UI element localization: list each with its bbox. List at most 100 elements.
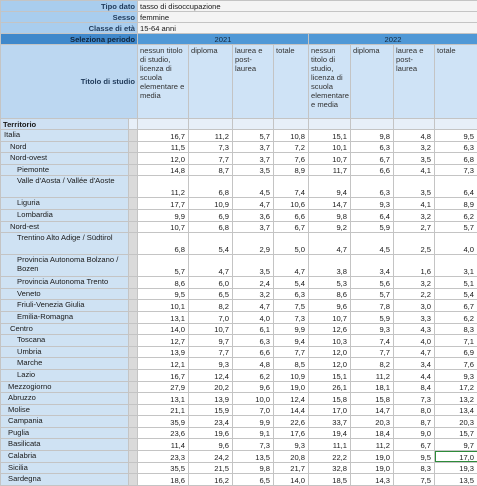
value-cell: 3,2 xyxy=(394,277,435,289)
value-cell: 10,6 xyxy=(274,198,309,210)
value-cell: 3,7 xyxy=(233,221,274,233)
value-cell: 3,7 xyxy=(233,141,274,153)
value-cell: 13,4 xyxy=(435,404,477,416)
value-cell: 8,3 xyxy=(435,323,477,335)
value-cell: 8,4 xyxy=(394,381,435,393)
value-cell: 16,7 xyxy=(138,130,189,142)
value-cell: 3,5 xyxy=(233,255,274,277)
value-cell: 6,7 xyxy=(351,153,394,165)
value-cell: 6,8 xyxy=(189,176,233,198)
territory-name: Trentino Alto Adige / Südtirol xyxy=(1,233,129,255)
value-cell: 10,7 xyxy=(138,221,189,233)
value-cell: 9,9 xyxy=(233,416,274,428)
value-cell: 2,4 xyxy=(233,277,274,289)
value-cell: 19,0 xyxy=(351,451,394,463)
spacer-cell xyxy=(129,164,138,176)
value-cell: 9,2 xyxy=(309,221,351,233)
value-cell: 20,2 xyxy=(189,381,233,393)
filter-value: 15-64 anni xyxy=(138,23,477,34)
value-cell: 3,2 xyxy=(394,209,435,221)
value-cell: 11,5 xyxy=(138,141,189,153)
value-cell: 6,9 xyxy=(189,209,233,221)
value-cell: 6,0 xyxy=(189,277,233,289)
value-cell: 5,4 xyxy=(189,233,233,255)
value-cell: 8,0 xyxy=(394,404,435,416)
value-cell: 9,3 xyxy=(189,358,233,370)
spacer-cell xyxy=(129,255,138,277)
value-cell: 4,7 xyxy=(233,198,274,210)
value-cell: 5,7 xyxy=(435,221,477,233)
blank-cell xyxy=(189,119,233,130)
territory-name: Piemonte xyxy=(1,164,129,176)
spacer-cell xyxy=(129,153,138,165)
value-cell: 5,4 xyxy=(435,288,477,300)
value-cell: 9,7 xyxy=(435,439,477,451)
value-cell: 7,3 xyxy=(189,141,233,153)
territory-label: Territorio xyxy=(1,119,129,130)
value-cell: 10,9 xyxy=(274,369,309,381)
blank-cell xyxy=(309,119,351,130)
value-cell: 7,2 xyxy=(274,141,309,153)
column-header: diploma xyxy=(351,45,394,119)
period-year: 2022 xyxy=(309,34,477,45)
value-cell: 6,3 xyxy=(233,335,274,347)
value-cell: 9,8 xyxy=(351,130,394,142)
territory-name: Centro xyxy=(1,323,129,335)
value-cell: 5,4 xyxy=(274,277,309,289)
value-cell: 2,9 xyxy=(233,233,274,255)
value-cell: 7,3 xyxy=(233,439,274,451)
value-cell: 6,2 xyxy=(233,369,274,381)
value-cell: 9,9 xyxy=(274,323,309,335)
blank-cell xyxy=(274,119,309,130)
spacer-cell xyxy=(129,427,138,439)
value-cell: 6,2 xyxy=(435,209,477,221)
value-cell: 2,5 xyxy=(394,233,435,255)
value-cell: 6,5 xyxy=(189,288,233,300)
value-cell: 35,5 xyxy=(138,462,189,474)
value-cell: 22,6 xyxy=(274,416,309,428)
territory-name: Sicilia xyxy=(1,462,129,474)
value-cell: 3,2 xyxy=(233,288,274,300)
value-cell: 17,2 xyxy=(435,381,477,393)
value-cell: 4,5 xyxy=(351,233,394,255)
column-group-label: Titolo di studio xyxy=(1,45,138,119)
value-cell: 9,5 xyxy=(394,451,435,463)
value-cell: 18,4 xyxy=(351,427,394,439)
filter-label: Classe di età xyxy=(1,23,138,34)
value-cell: 11,4 xyxy=(138,439,189,451)
value-cell: 6,6 xyxy=(351,164,394,176)
territory-name: Friuli-Venezia Giulia xyxy=(1,300,129,312)
spacer-cell xyxy=(129,221,138,233)
territory-name: Valle d'Aosta / Vallée d'Aoste xyxy=(1,176,129,198)
spacer-cell xyxy=(129,335,138,347)
value-cell: 11,2 xyxy=(138,176,189,198)
spacer-cell xyxy=(129,358,138,370)
spacer-cell xyxy=(129,300,138,312)
value-cell: 7,3 xyxy=(274,311,309,323)
territory-name: Marche xyxy=(1,358,129,370)
value-cell: 9,6 xyxy=(189,439,233,451)
period-label: Seleziona periodo xyxy=(1,34,138,45)
value-cell: 4,5 xyxy=(233,176,274,198)
value-cell: 11,2 xyxy=(351,439,394,451)
value-cell: 6,2 xyxy=(435,311,477,323)
value-cell: 7,6 xyxy=(435,358,477,370)
value-cell: 7,3 xyxy=(394,393,435,405)
value-cell: 5,0 xyxy=(274,233,309,255)
column-header: nessun titolo di studio, licenza di scuo… xyxy=(309,45,351,119)
value-cell: 19,6 xyxy=(189,427,233,439)
value-cell: 6,7 xyxy=(435,300,477,312)
territory-name: Liguria xyxy=(1,198,129,210)
value-cell: 22,2 xyxy=(309,451,351,463)
territory-name: Provincia Autonoma Bolzano / Bozen xyxy=(1,255,129,277)
value-cell: 10,8 xyxy=(274,130,309,142)
value-cell: 13,2 xyxy=(435,393,477,405)
value-cell: 9,0 xyxy=(394,427,435,439)
